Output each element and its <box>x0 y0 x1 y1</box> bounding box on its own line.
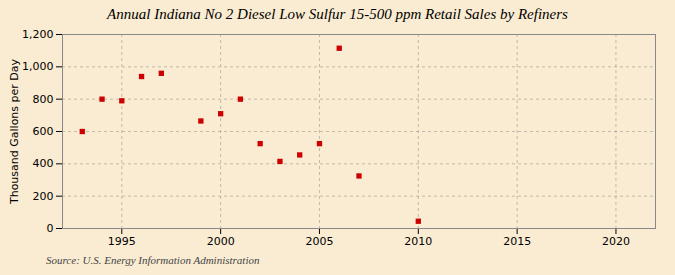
svg-text:400: 400 <box>33 157 54 170</box>
svg-text:1,000: 1,000 <box>22 60 54 73</box>
html-text:Annual Indiana No 2 Diesel Low: Annual Indiana No 2 Diesel Low Sulfur 15… <box>107 6 568 22</box>
svg-text:200: 200 <box>33 190 54 203</box>
html-text:Source: U.S. Energy Informatio: Source: U.S. Energy Information Administ… <box>46 254 260 266</box>
svg-text:Thousand Gallons per Day: Thousand Gallons per Day <box>8 58 21 205</box>
svg-text:2005: 2005 <box>305 235 333 248</box>
svg-text:800: 800 <box>33 93 54 106</box>
svg-text:1,200: 1,200 <box>22 28 54 41</box>
svg-text:2000: 2000 <box>207 235 235 248</box>
svg-text:0: 0 <box>47 222 54 235</box>
svg-text:2010: 2010 <box>404 235 432 248</box>
svg-text:2020: 2020 <box>602 235 630 248</box>
svg-text:1995: 1995 <box>108 235 136 248</box>
svg-text:2015: 2015 <box>503 235 531 248</box>
svg-text:600: 600 <box>33 125 54 138</box>
